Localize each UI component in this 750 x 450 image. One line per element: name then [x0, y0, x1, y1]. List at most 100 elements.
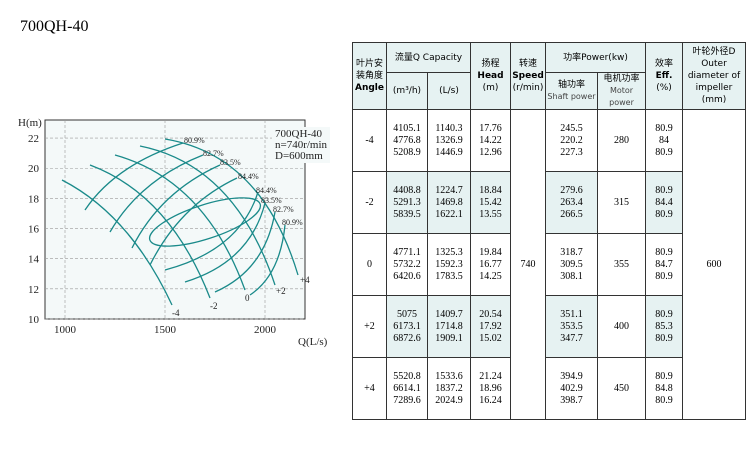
- efficiency-curve: [184, 202, 266, 283]
- motor-power-cell: 450: [597, 357, 646, 420]
- value-cell: 1224.7 1469.8 1622.1: [427, 171, 471, 234]
- efficiency-label: 80.9%: [184, 136, 205, 145]
- header-text: Outer diameter of impeller: [687, 59, 741, 93]
- efficiency-curve: [214, 211, 276, 293]
- angle-label: -4: [172, 308, 180, 318]
- value-cell: 1533.6 1837.2 2024.9: [427, 357, 471, 420]
- value-text: 4105.1: [393, 122, 421, 134]
- value-cell: 1140.3 1326.9 1446.9: [427, 109, 471, 172]
- chart: 700QH-40 n=740r/min D=600mm 80.9% 82.7% …: [18, 117, 330, 348]
- angle-cell: -4: [352, 109, 387, 172]
- value-text: 80.9: [655, 332, 673, 344]
- header-text: (%): [656, 83, 672, 93]
- motor-power-cell: 400: [597, 295, 646, 358]
- y-tick-label: 12: [28, 284, 39, 296]
- value-text: 16.24: [479, 394, 502, 406]
- value-text: 4771.1: [393, 246, 421, 258]
- efficiency-curve: [84, 142, 184, 211]
- value-text: 6872.6: [393, 332, 421, 344]
- value-cell: 1409.7 1714.8 1909.1: [427, 295, 471, 358]
- value-text: 227.3: [560, 146, 583, 158]
- value-text: 1783.5: [435, 270, 463, 282]
- value-text: 16.77: [479, 258, 502, 270]
- value-cell: 279.6 263.4 266.5: [545, 171, 598, 234]
- value-text: 19.84: [479, 246, 502, 258]
- header-text: 效率: [654, 59, 673, 69]
- y-tick-label: 20: [28, 163, 40, 175]
- efficiency-curve: [149, 177, 238, 266]
- value-text: 1326.9: [435, 134, 463, 146]
- value-cell: 5075 6173.1 6872.6: [386, 295, 428, 358]
- value-text: 84.7: [655, 258, 673, 270]
- header-text: (mm): [701, 95, 727, 105]
- value-text: 318.7: [560, 246, 583, 258]
- value-text: 1714.8: [435, 320, 463, 332]
- head-curve: [89, 164, 211, 299]
- header-text: Eff.: [655, 71, 673, 81]
- motor-power-cell: 315: [597, 171, 646, 234]
- x-tick-label: 1000: [54, 324, 77, 336]
- speed-cell: 740: [510, 109, 546, 420]
- efficiency-label: 82.7%: [203, 149, 224, 158]
- x-axis-label: Q(L/s): [298, 336, 328, 348]
- value-text: 5208.9: [393, 146, 421, 158]
- value-text: 266.5: [560, 208, 583, 220]
- value-text: 12.96: [479, 146, 502, 158]
- value-text: 80.9: [655, 370, 673, 382]
- value-text: 6173.1: [393, 320, 421, 332]
- value-text: 7289.6: [393, 394, 421, 406]
- value-text: 84.4: [655, 196, 673, 208]
- value-text: 1469.8: [435, 196, 463, 208]
- value-text: 80.9: [655, 122, 673, 134]
- value-text: 80.9: [655, 308, 673, 320]
- value-text: 17.92: [479, 320, 502, 332]
- value-text: 80.9: [655, 246, 673, 258]
- value-cell: 351.1 353.5 347.7: [545, 295, 598, 358]
- header-cell: 叶片安装角度 Angle: [352, 42, 387, 110]
- value-text: 2024.9: [435, 394, 463, 406]
- angle-cell: +2: [352, 295, 387, 358]
- motor-power-cell: 280: [597, 109, 646, 172]
- y-tick-label: 22: [28, 133, 39, 145]
- info-box: [272, 127, 330, 163]
- value-text: 6420.6: [393, 270, 421, 282]
- value-text: 14.22: [479, 134, 502, 146]
- value-text: 18.84: [479, 184, 502, 196]
- curves: [61, 138, 299, 306]
- table-row: +2 5075 6173.1 6872.6 1409.7 1714.8 1909.1 20.5…: [352, 295, 746, 358]
- value-text: 279.6: [560, 184, 583, 196]
- value-cell: 80.9 85.3 80.9: [645, 295, 683, 358]
- table-row: 0 4771.1 5732.2 6420.6 1325.3 1592.3 1783.5 19.…: [352, 233, 746, 296]
- info-text: 700QH-40: [275, 128, 323, 140]
- value-cell: 4105.1 4776.8 5208.9: [386, 109, 428, 172]
- value-text: 353.5: [560, 320, 583, 332]
- value-text: 5520.8: [393, 370, 421, 382]
- angle-label: 0: [245, 293, 250, 303]
- value-text: 308.1: [560, 270, 583, 282]
- value-text: 245.5: [560, 122, 583, 134]
- value-text: 347.7: [560, 332, 583, 344]
- y-tick-label: 14: [28, 254, 40, 266]
- header-text: 电机功率: [603, 74, 640, 84]
- value-text: 1837.2: [435, 382, 463, 394]
- value-text: 15.42: [479, 196, 502, 208]
- value-cell: 19.84 16.77 14.25: [470, 233, 511, 296]
- efficiency-curve: [131, 164, 221, 249]
- value-text: 398.7: [560, 394, 583, 406]
- value-text: 5291.3: [393, 196, 421, 208]
- value-cell: 80.9 84.4 80.9: [645, 171, 683, 234]
- table-row: -2 4408.8 5291.3 5839.5 1224.7 1469.8 1622.1 18…: [352, 171, 746, 234]
- header-text: Head: [477, 71, 504, 81]
- info-text: n=740r/min: [275, 139, 328, 151]
- header-cell: 电机功率 Motor power: [597, 72, 646, 110]
- page-title: 700QH-40: [20, 18, 89, 35]
- value-text: 17.76: [479, 122, 502, 134]
- efficiency-label: 84.4%: [238, 172, 259, 181]
- value-text: 80.9: [655, 146, 673, 158]
- value-text: 1140.3: [435, 122, 463, 134]
- header-text: 扬程: [481, 59, 500, 69]
- value-text: 5075: [397, 308, 417, 320]
- y-tick-label: 10: [28, 314, 40, 326]
- value-text: 80.9: [655, 208, 673, 220]
